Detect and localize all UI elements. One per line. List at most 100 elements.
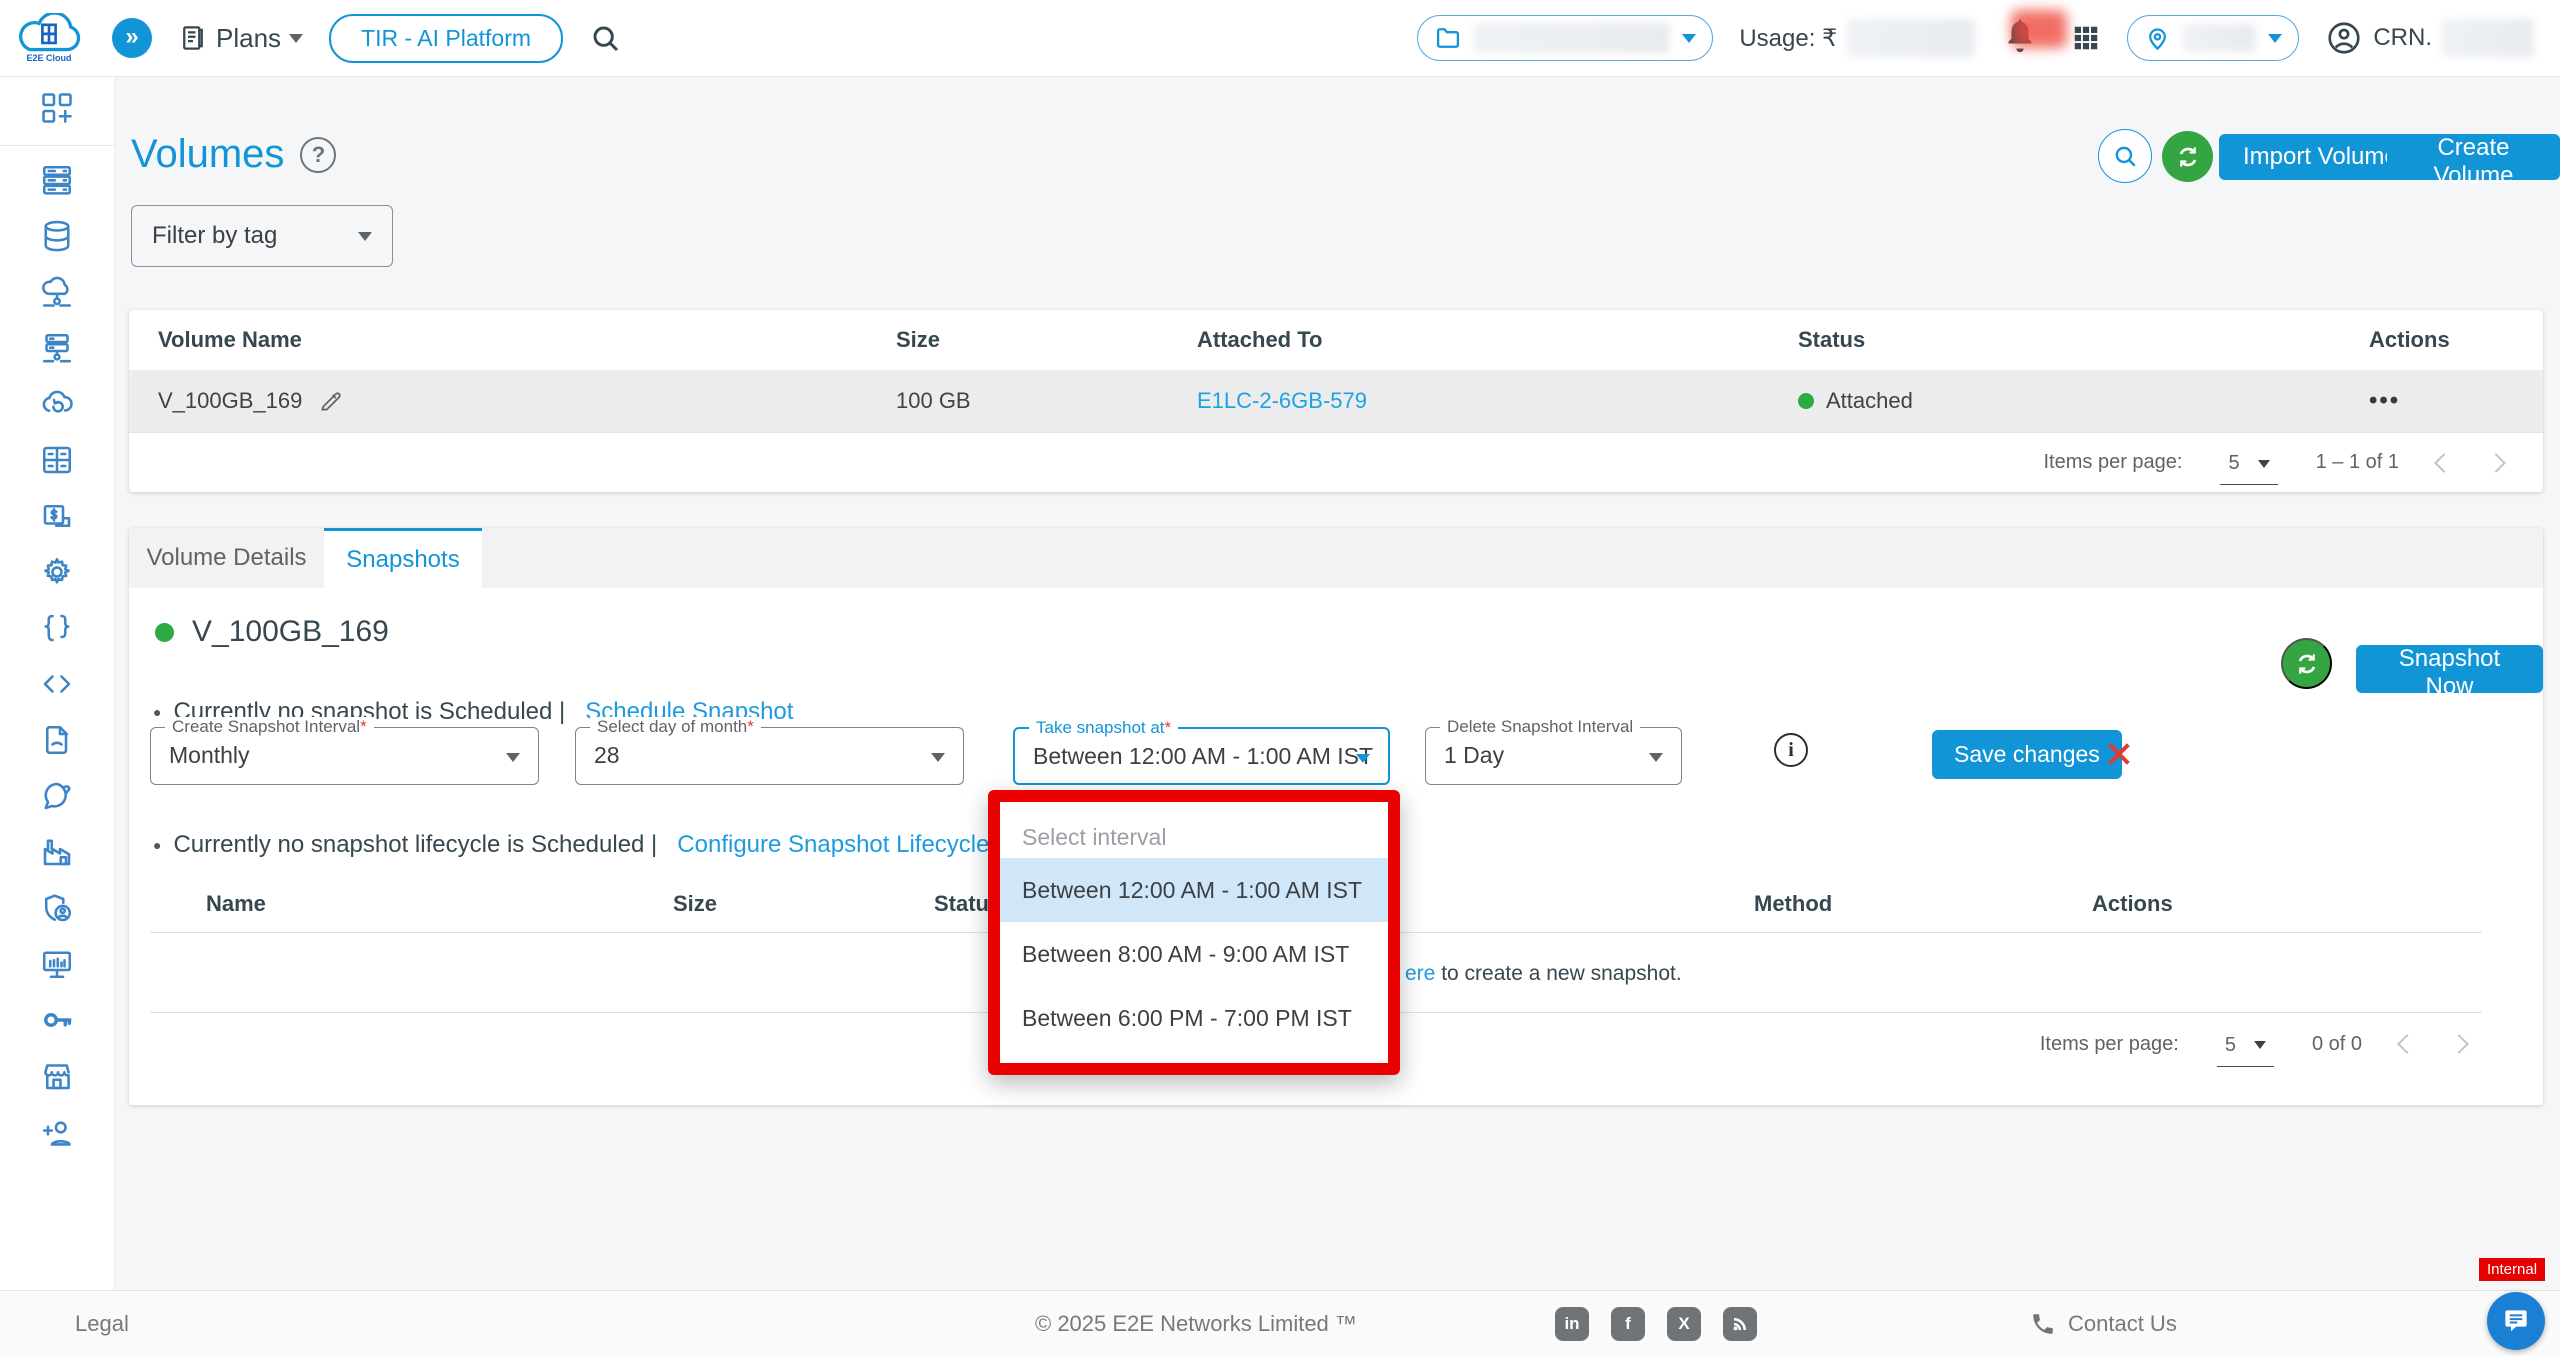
sidebar-item-settings[interactable] (38, 553, 76, 591)
close-icon[interactable] (2103, 738, 2135, 770)
sidebar-item-code[interactable] (38, 665, 76, 703)
delete-snapshot-interval-select[interactable]: Delete Snapshot Interval 1 Day (1425, 717, 1682, 785)
sidebar-item-node-server[interactable] (38, 329, 76, 367)
sidebar-item-documents[interactable] (38, 721, 76, 759)
add-user-icon (42, 1121, 71, 1146)
page-title-row: Volumes ? (131, 132, 337, 177)
col-size: Size (673, 890, 718, 916)
folder-icon (1437, 28, 1460, 48)
rss-icon[interactable] (1723, 1306, 1757, 1341)
sidebar-item-monitoring[interactable] (38, 945, 76, 983)
project-selector[interactable] (1417, 15, 1714, 61)
filter-label: Filter by tag (152, 222, 278, 249)
table-row[interactable]: V_100GB_169 100 GB E1LC-2-6GB-579 Attach… (129, 370, 2543, 432)
create-snapshot-here-link[interactable]: ere (1405, 962, 1436, 985)
project-name-redacted (1474, 23, 1671, 53)
dropdown-option[interactable]: Between 6:00 PM - 7:00 PM IST (1022, 1005, 1352, 1031)
cloud-network-icon (42, 276, 72, 307)
create-snapshot-interval-select[interactable]: Create Snapshot Interval* Monthly (150, 717, 539, 785)
tab-snapshots[interactable]: Snapshots (324, 528, 482, 588)
sidebar-item-support[interactable] (38, 777, 76, 815)
chevron-down-icon (1682, 33, 1697, 43)
apps-grid-icon (2075, 26, 2098, 50)
sidebar-item-dashboard[interactable] (38, 89, 76, 127)
e2e-cloud-logo[interactable]: E2E Cloud (12, 7, 86, 69)
sidebar-item-storage[interactable] (38, 441, 76, 479)
sidebar-item-add-user[interactable] (38, 1113, 76, 1151)
edit-pencil-icon[interactable] (318, 388, 344, 414)
factory-icon (43, 839, 71, 866)
left-sidebar (0, 77, 115, 1290)
items-per-page-label: Items per page: (2039, 1032, 2179, 1055)
col-volume-name: Volume Name (158, 327, 302, 352)
region-selector[interactable] (2127, 15, 2300, 61)
copyright-text: © 2025 E2E Networks Limited ™ (1035, 1310, 1357, 1336)
day-of-month-select[interactable]: Select day of month* 28 (575, 717, 964, 785)
sidebar-item-infrastructure[interactable] (38, 833, 76, 871)
notification-badge-redacted (2011, 10, 2068, 48)
items-per-page-label: Items per page: (2043, 451, 2183, 473)
status-dot (1798, 393, 1814, 409)
facebook-icon[interactable]: f (1611, 1306, 1645, 1341)
annotation-highlight-box: Select interval Between 12:00 AM - 1:00 … (988, 790, 1400, 1075)
prev-page-icon[interactable] (2397, 1034, 2417, 1054)
sidebar-item-api[interactable] (38, 609, 76, 647)
save-changes-button[interactable]: Save changes (1932, 730, 2122, 779)
refresh-snapshots-button[interactable] (2281, 638, 2332, 689)
attached-node-link[interactable]: E1LC-2-6GB-579 (1197, 388, 1367, 413)
items-per-page-select[interactable]: 5 (2220, 452, 2278, 485)
next-page-icon[interactable] (2449, 1034, 2469, 1054)
sidebar-item-billing[interactable] (38, 497, 76, 535)
sidebar-collapse-button[interactable]: » (112, 18, 152, 58)
row-actions-menu[interactable]: ••• (2369, 387, 2401, 414)
sidebar-item-compute[interactable] (38, 161, 76, 199)
items-per-page-select[interactable]: 5 (2216, 1034, 2274, 1067)
required-mark: * (1164, 718, 1172, 737)
location-pin-icon (2149, 27, 2167, 50)
dropdown-option-selected[interactable]: Between 12:00 AM - 1:00 AM IST (1000, 858, 1388, 922)
plans-menu[interactable]: Plans (178, 23, 304, 54)
take-snapshot-at-select[interactable]: Take snapshot at* Between 12:00 AM - 1:0… (1013, 718, 1390, 785)
search-icon[interactable] (589, 22, 621, 54)
configure-lifecycle-link[interactable]: Configure Snapshot Lifecycle (677, 831, 990, 858)
sidebar-item-api-keys[interactable] (38, 1001, 76, 1039)
chevron-down-icon (2257, 459, 2270, 468)
contact-us-link[interactable]: Contact Us (2030, 1311, 2177, 1337)
monitor-chart-icon (42, 951, 72, 979)
tab-bar: Volume Details Snapshots (129, 528, 2543, 588)
sidebar-item-cloud-sync[interactable] (38, 385, 76, 423)
chevron-down-icon (931, 753, 945, 762)
bullet-icon: ● (153, 704, 162, 720)
volume-detail-card: Volume Details Snapshots V_100GB_169 Sna… (129, 528, 2543, 1105)
col-actions: Actions (2369, 327, 2450, 352)
chat-icon (2505, 1310, 2527, 1332)
next-page-icon[interactable] (2486, 452, 2506, 473)
storefront-icon (44, 1064, 70, 1090)
snapshot-now-button[interactable]: Snapshot Now (2356, 645, 2543, 700)
sidebar-item-marketplace[interactable] (38, 1057, 76, 1095)
refresh-volumes-button[interactable] (2162, 131, 2213, 182)
help-icon[interactable]: ? (300, 136, 337, 173)
notifications-bell[interactable] (2001, 10, 2068, 60)
empty-state-text: to create a new snapshot. (1435, 962, 1682, 985)
dropdown-option[interactable]: Between 8:00 AM - 9:00 AM IST (1022, 941, 1350, 967)
tab-volume-details[interactable]: Volume Details (146, 544, 307, 571)
usage-amount-redacted (1847, 19, 1976, 57)
chat-widget-button[interactable] (2487, 1292, 2545, 1350)
apps-grid-button[interactable] (2071, 23, 2101, 53)
x-twitter-icon[interactable]: X (1667, 1306, 1701, 1341)
account-menu[interactable]: CRN. (2325, 19, 2534, 57)
info-icon[interactable]: i (1774, 733, 1808, 767)
sidebar-item-database[interactable] (38, 217, 76, 255)
sidebar-item-cloud-network[interactable] (38, 273, 76, 311)
sidebar-item-security[interactable] (38, 889, 76, 927)
table-search-button[interactable] (2098, 129, 2152, 183)
tir-platform-button[interactable]: TIR - AI Platform (329, 13, 564, 63)
crn-label: CRN. (2373, 24, 2432, 51)
create-volume-button[interactable]: Create Volume (2387, 134, 2560, 189)
linkedin-icon[interactable]: in (1555, 1306, 1589, 1341)
sidebar-divider (0, 145, 115, 146)
prev-page-icon[interactable] (2434, 452, 2454, 473)
filter-by-tag-dropdown[interactable]: Filter by tag (131, 205, 393, 267)
legal-link[interactable]: Legal (75, 1310, 129, 1336)
